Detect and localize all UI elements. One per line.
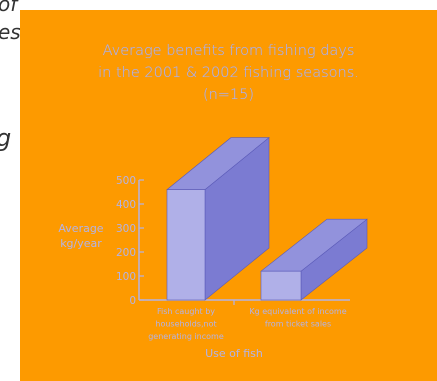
y-axis-label: Average kg/year <box>54 221 108 251</box>
cropped-text-fragment: of <box>0 0 18 16</box>
bar <box>166 189 206 301</box>
chart-title-line: (n=15) <box>202 87 255 103</box>
y-tick-label: 400 <box>116 199 136 211</box>
chart-title-line: Average benefits from fishing days <box>102 43 355 59</box>
y-axis-label-line: Average <box>58 222 104 235</box>
chart-title: Average benefits from fishing days in th… <box>20 40 437 106</box>
y-tick-label: 0 <box>129 295 136 307</box>
y-tick-label: 300 <box>116 223 136 235</box>
y-axis-label-line: kg/year <box>60 237 102 250</box>
y-tick-label: 500 <box>116 175 136 187</box>
cropped-text-fragment: es <box>0 20 21 44</box>
y-tick-label: 200 <box>116 247 136 259</box>
cropped-text-fragment: g <box>0 124 11 152</box>
bar-chart: 0 100 200 300 400 500 Fish caught by households… <box>116 136 368 360</box>
x-tick-label: from ticket sales <box>265 320 331 329</box>
chart-title-line: in the 2001 & 2002 fishing seasons. <box>98 65 359 81</box>
x-tick-label: Fish caught by <box>157 307 215 316</box>
x-tick-label: households,not <box>155 320 216 329</box>
chart-panel: Average benefits from fishing days in th… <box>20 10 437 381</box>
x-tick-label: generating income <box>148 332 224 341</box>
y-tick-label: 100 <box>116 271 136 283</box>
bar <box>260 270 302 301</box>
x-tick-label: Kg equivalent of income <box>249 307 346 316</box>
x-axis-label: Use of fish <box>205 347 263 360</box>
